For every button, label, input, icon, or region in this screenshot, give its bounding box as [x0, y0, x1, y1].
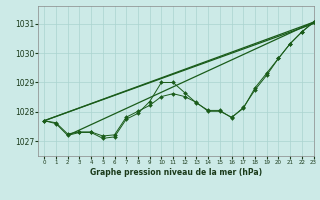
X-axis label: Graphe pression niveau de la mer (hPa): Graphe pression niveau de la mer (hPa) [90, 168, 262, 177]
